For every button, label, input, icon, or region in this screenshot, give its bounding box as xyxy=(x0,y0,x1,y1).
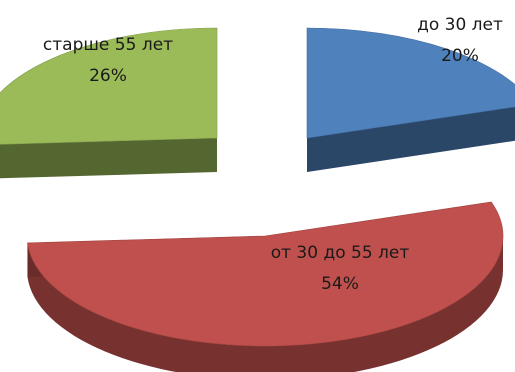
slice-value-label-2: 54% xyxy=(321,274,359,294)
slice-label-3: старше 55 лет xyxy=(43,35,173,55)
slice-label-2: от 30 до 55 лет xyxy=(271,243,410,263)
pie-slice-1 xyxy=(306,27,515,172)
slice-value-label-3: 26% xyxy=(89,66,127,86)
slice-value-label-1: 20% xyxy=(441,46,479,66)
pie-slice-3 xyxy=(0,27,218,179)
pie-slice-2 xyxy=(27,201,504,372)
slice-label-1: до 30 лет xyxy=(417,15,503,35)
